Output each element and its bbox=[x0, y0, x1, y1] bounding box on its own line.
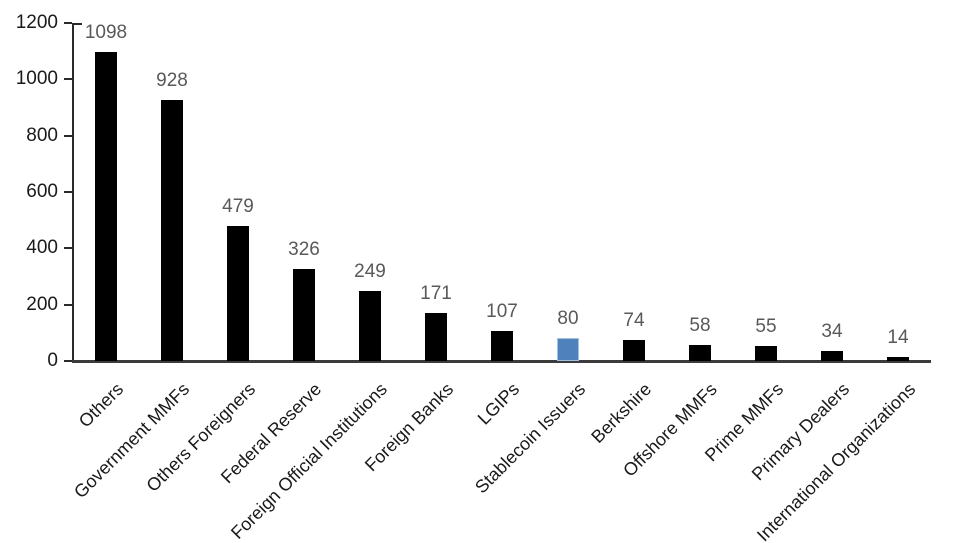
y-tick-label: 400 bbox=[26, 237, 58, 259]
y-tick-mark bbox=[64, 247, 72, 250]
bar-value-label: 249 bbox=[354, 261, 386, 282]
y-axis-line bbox=[72, 23, 74, 362]
bar bbox=[161, 100, 183, 361]
bar bbox=[293, 269, 315, 361]
bar bbox=[491, 331, 513, 361]
y-tick-mark bbox=[64, 191, 72, 193]
bar bbox=[623, 340, 645, 361]
y-tick-label: 0 bbox=[47, 350, 58, 371]
bar-value-label: 14 bbox=[887, 327, 909, 348]
x-axis-label: LGIPs bbox=[473, 379, 524, 429]
bar bbox=[227, 226, 249, 361]
y-tick-mark bbox=[64, 303, 72, 306]
y-tick-label: 600 bbox=[26, 181, 58, 202]
y-axis-top-cap bbox=[72, 23, 82, 25]
bar-value-label: 1098 bbox=[84, 22, 128, 43]
bar-value-label: 34 bbox=[821, 321, 843, 342]
bar-value-label: 171 bbox=[420, 283, 452, 304]
y-tick-mark bbox=[64, 134, 72, 137]
x-axis-label: Others bbox=[74, 379, 128, 432]
bar bbox=[755, 346, 777, 361]
bar-value-label: 928 bbox=[156, 70, 188, 91]
bar bbox=[359, 291, 381, 361]
bar-value-label: 74 bbox=[623, 310, 645, 331]
bar-value-label: 55 bbox=[755, 316, 777, 337]
y-tick-label: 1200 bbox=[15, 12, 58, 33]
y-tick-mark bbox=[64, 360, 72, 362]
y-tick-label: 200 bbox=[26, 293, 58, 315]
bar bbox=[887, 357, 909, 361]
bar-value-label: 107 bbox=[486, 301, 518, 322]
bar-value-label: 326 bbox=[288, 239, 320, 260]
bar bbox=[557, 338, 579, 361]
y-tick-mark bbox=[64, 22, 72, 24]
bar-value-label: 479 bbox=[222, 196, 254, 217]
bar bbox=[425, 313, 447, 361]
y-tick-label: 800 bbox=[26, 124, 58, 146]
bar bbox=[95, 52, 117, 361]
bar-value-label: 80 bbox=[557, 308, 579, 329]
bar-value-label: 58 bbox=[689, 315, 711, 336]
x-axis-label: Stablecoin Issuers bbox=[471, 379, 590, 498]
x-axis-line bbox=[72, 360, 931, 363]
y-tick-mark bbox=[64, 78, 72, 81]
x-axis-label: Berkshire bbox=[587, 379, 656, 447]
bar bbox=[689, 345, 711, 361]
bar bbox=[821, 351, 843, 361]
y-tick-label: 1000 bbox=[15, 68, 58, 90]
x-axis-label: Government MMFs bbox=[70, 379, 194, 503]
